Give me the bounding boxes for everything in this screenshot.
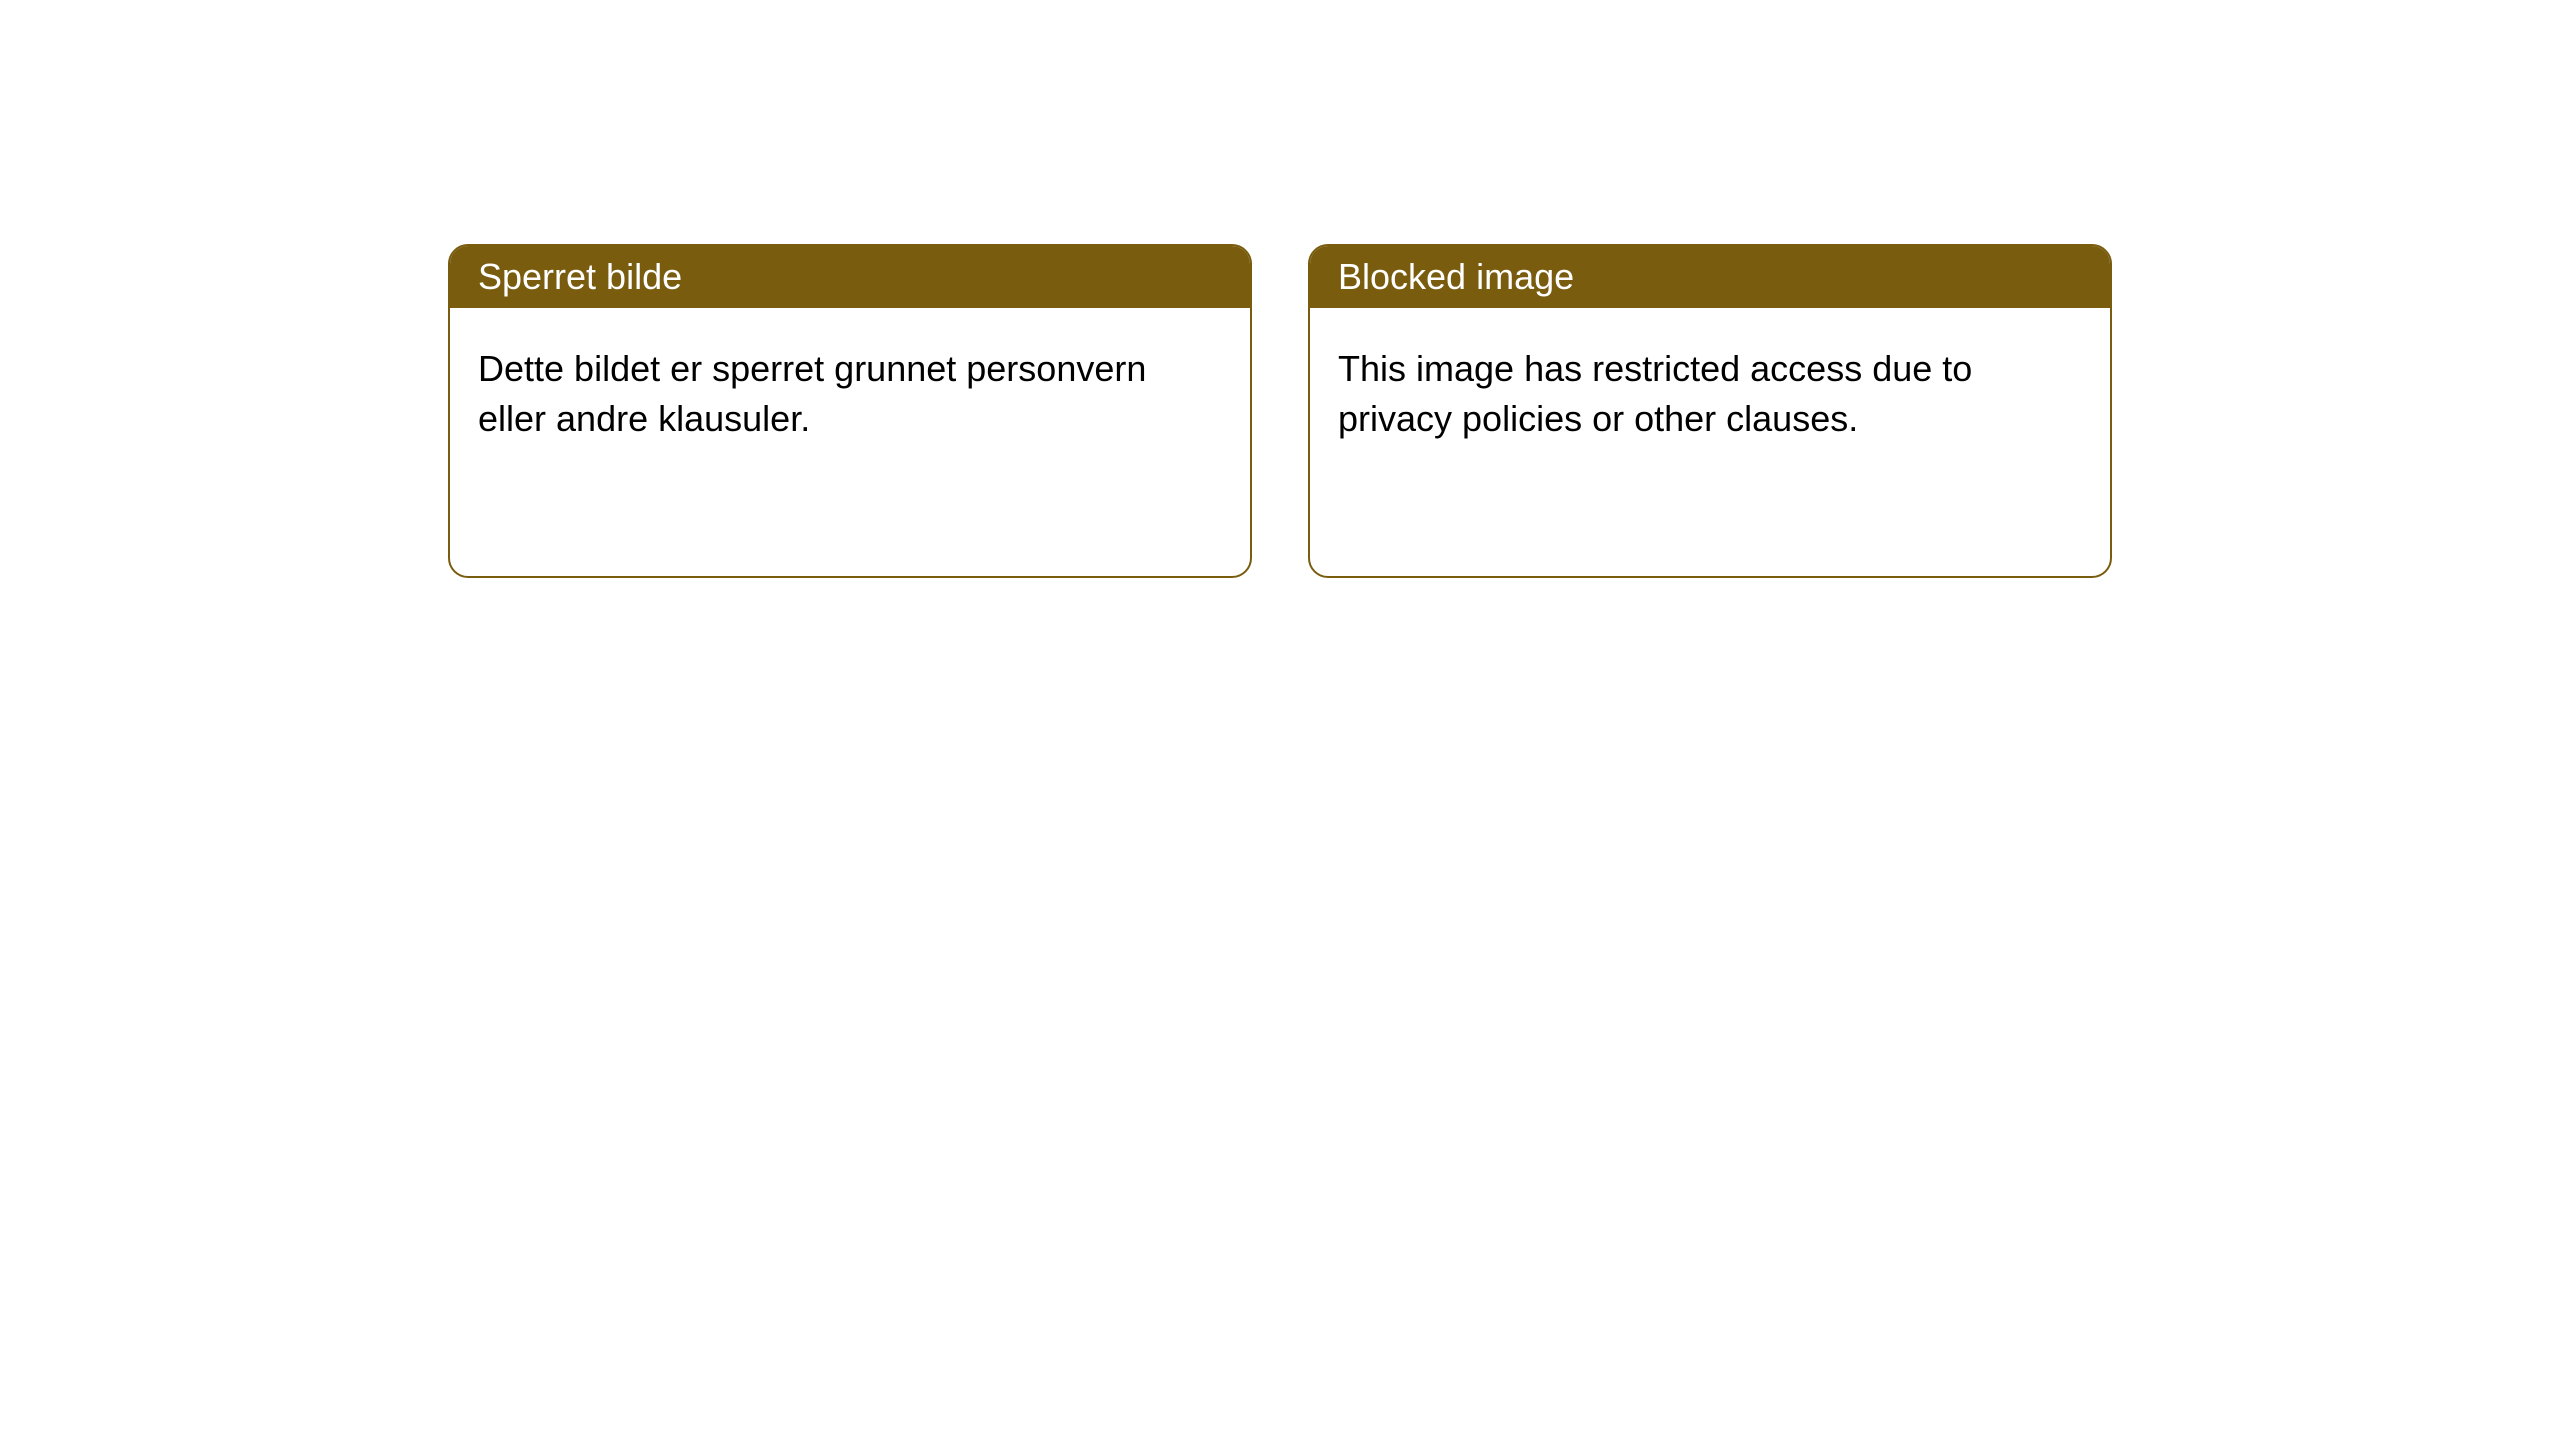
card-body: Dette bildet er sperret grunnet personve…	[450, 308, 1250, 481]
notice-container: Sperret bilde Dette bildet er sperret gr…	[0, 0, 2560, 578]
card-body-text: This image has restricted access due to …	[1338, 348, 1972, 439]
card-header-text: Sperret bilde	[478, 256, 682, 298]
notice-card-norwegian: Sperret bilde Dette bildet er sperret gr…	[448, 244, 1252, 578]
notice-card-english: Blocked image This image has restricted …	[1308, 244, 2112, 578]
card-body-text: Dette bildet er sperret grunnet personve…	[478, 348, 1146, 439]
card-header-text: Blocked image	[1338, 256, 1574, 298]
card-header: Blocked image	[1310, 246, 2110, 308]
card-header: Sperret bilde	[450, 246, 1250, 308]
card-body: This image has restricted access due to …	[1310, 308, 2110, 481]
